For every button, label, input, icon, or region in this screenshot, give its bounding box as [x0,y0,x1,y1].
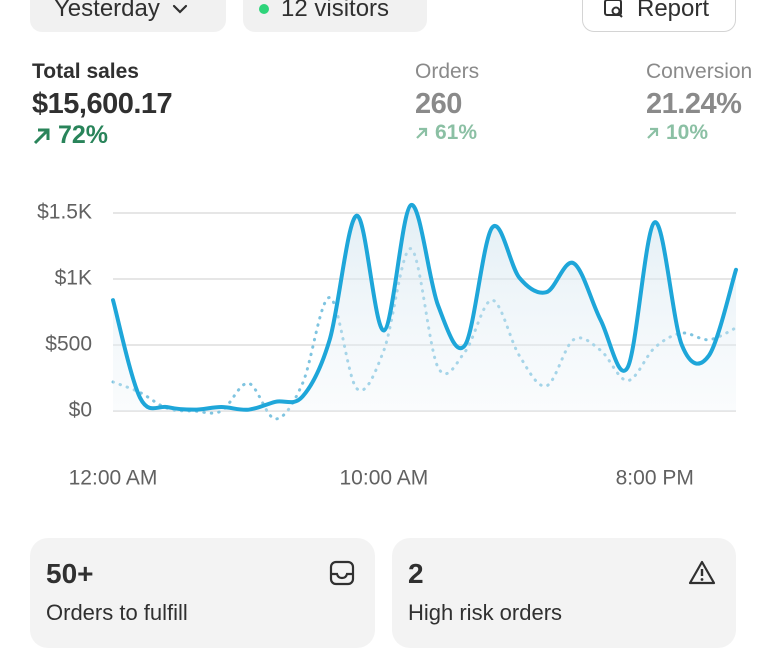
metric-value: $15,600.17 [32,88,173,120]
x-tick-label: 12:00 AM [69,467,158,490]
y-tick-label: $0 [69,399,92,422]
visitors-text: 12 visitors [281,0,390,22]
sales-line [111,203,738,412]
chart: $0 $500 $1K $1.5K 12:00 AM 10:00 AM 8:00 PM [37,201,738,490]
card-label: Orders to fulfill [46,600,188,625]
metric-value: 260 [415,88,462,120]
change-text: 72% [58,121,109,149]
metric-change: 10% [646,121,752,145]
metric-value: 21.24% [646,88,742,120]
up-arrow [647,127,659,139]
report-button[interactable]: Report [582,0,736,32]
metric-change: 72% [32,121,172,150]
live-dot [259,4,269,14]
inbox-icon [329,560,355,586]
card-label: High risk orders [408,600,563,625]
date-text: Yesterday [54,0,160,22]
y-tick-label: $1.5K [37,201,92,224]
warning-icon [688,560,716,585]
date-button[interactable]: Yesterday [30,0,226,32]
report-icon [604,0,623,18]
report-text: Report [637,0,710,22]
card-count: 50+ [46,558,94,589]
metric-orders[interactable]: Orders 260 61% [415,60,479,145]
metric-label: Conversion [646,60,753,83]
up-arrow [33,128,50,144]
visitors-button[interactable]: 12 visitors [243,0,427,32]
metric-label: Total sales [32,60,139,83]
metric-sales[interactable]: Total sales $15,600.17 72% [32,60,173,150]
screen: { "toolbar": {"date": "Yesterday", "visi… [30,0,753,648]
metric-change: 61% [415,121,479,145]
up-arrow [416,127,428,139]
chevron-icon [172,4,187,14]
risk-card[interactable]: 2 High risk orders [392,538,736,648]
metric-label: Orders [415,60,480,83]
change-text: 61% [435,121,478,144]
area-fill [113,204,736,411]
y-tick-label: $1K [55,267,92,290]
card-count: 2 [408,558,424,589]
y-tick-label: $500 [45,333,92,356]
fulfill-card[interactable]: 50+ Orders to fulfill [30,538,375,648]
change-text: 10% [666,121,709,144]
x-tick-label: 8:00 PM [616,467,694,490]
metric-conversion[interactable]: Conversion 21.24% 10% [646,60,752,145]
x-tick-label: 10:00 AM [340,467,429,490]
